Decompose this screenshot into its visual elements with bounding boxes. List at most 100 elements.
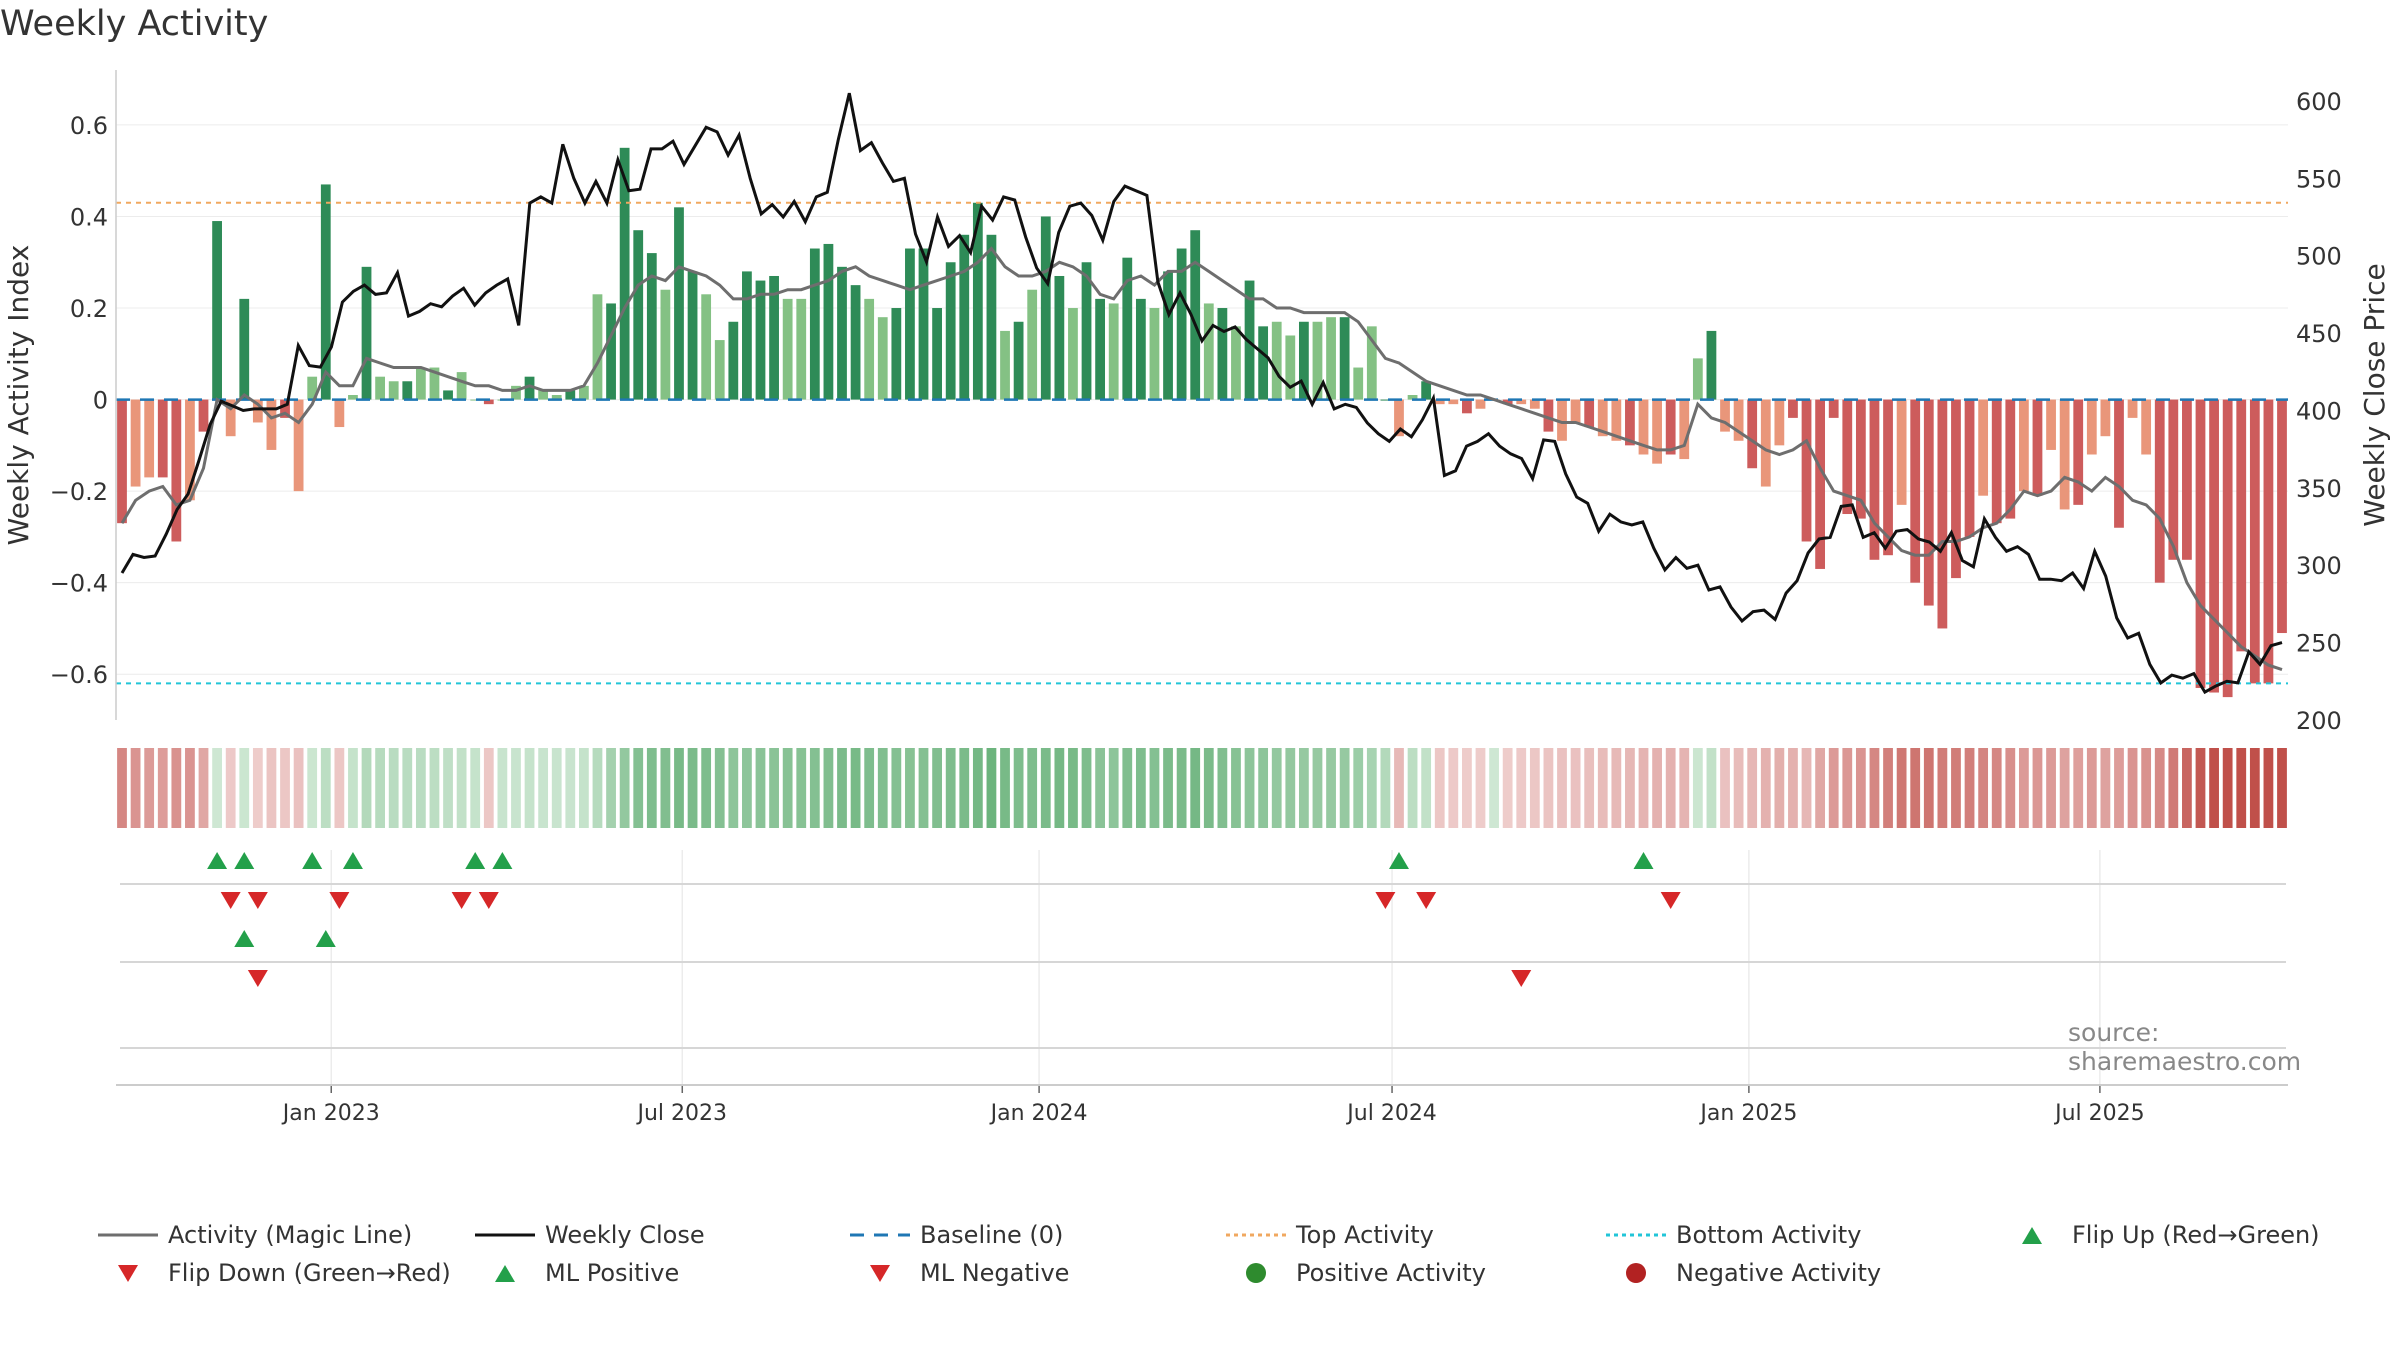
activity-bar — [1462, 399, 1472, 414]
strip-cell — [185, 748, 195, 828]
activity-bar — [1421, 381, 1432, 400]
activity-bar — [728, 321, 739, 400]
legend-item: Weekly Close — [475, 1220, 705, 1250]
activity-bar — [2222, 399, 2233, 698]
legend-swatch — [2022, 1227, 2042, 1244]
y2-tick-label: 450 — [2296, 320, 2342, 348]
activity-bar — [1910, 399, 1921, 583]
strip-cell — [1896, 748, 1907, 828]
activity-bar — [959, 234, 970, 400]
activity-bar — [1122, 257, 1133, 400]
y-tick-label: 0.2 — [70, 295, 108, 323]
y-tick-label: 0 — [93, 387, 108, 415]
activity-bar — [1407, 395, 1418, 400]
strip-cell — [1774, 748, 1785, 828]
strip-cell — [1027, 748, 1038, 828]
legend-label: Positive Activity — [1296, 1259, 1486, 1287]
activity-bar — [1733, 399, 1744, 441]
activity-bar — [1951, 399, 1961, 579]
activity-bar — [986, 234, 997, 400]
activity-bar — [2182, 399, 2192, 560]
strip-cell — [1883, 748, 1893, 828]
activity-bar — [864, 298, 875, 400]
strip-cell — [1502, 748, 1513, 828]
activity-bar — [660, 289, 671, 400]
strip-cell — [1733, 748, 1744, 828]
activity-bar — [701, 294, 712, 400]
strip-cell — [1597, 748, 1608, 828]
flip-up-marker — [234, 852, 255, 869]
strip-cell — [2127, 748, 2138, 828]
strip-cell — [1203, 748, 1214, 828]
activity-bar — [891, 308, 902, 400]
strip-cell — [1380, 748, 1391, 828]
legend-item: Bottom Activity — [1606, 1220, 1861, 1250]
activity-bar — [524, 376, 535, 400]
strip-cell — [796, 748, 807, 828]
strip-cell — [1231, 748, 1241, 828]
y2-tick-label: 400 — [2296, 397, 2342, 425]
activity-bar — [1801, 399, 1812, 542]
sentiment-strip — [117, 748, 2287, 828]
activity-bar — [945, 262, 956, 400]
activity-bar — [1991, 399, 2002, 524]
activity-bar — [2195, 399, 2206, 688]
strip-cell — [551, 748, 562, 828]
activity-bar — [402, 381, 413, 400]
activity-bar — [1652, 399, 1662, 464]
flip-down-marker — [1375, 892, 1396, 909]
activity-bar — [348, 395, 358, 400]
strip-cell — [307, 748, 318, 828]
y2-tick-label: 600 — [2296, 88, 2342, 116]
activity-bar — [1448, 399, 1459, 405]
strip-cell — [1244, 748, 1255, 828]
strip-cell — [266, 748, 277, 828]
strip-cell — [1529, 748, 1540, 828]
activity-bar — [1434, 399, 1445, 405]
activity-bar — [782, 298, 793, 400]
legend-swatch — [1606, 1233, 1666, 1237]
activity-bar — [1149, 308, 1160, 400]
strip-cell — [1869, 748, 1880, 828]
activity-bar — [171, 399, 182, 542]
activity-bar — [157, 399, 168, 478]
strip-cell — [2100, 748, 2111, 828]
strip-cell — [334, 748, 345, 828]
activity-bar — [2141, 399, 2152, 455]
y-tick-label: −0.2 — [50, 478, 108, 506]
strip-cell — [1910, 748, 1921, 828]
activity-bar — [2277, 399, 2287, 634]
y2-tick-label: 550 — [2296, 165, 2342, 193]
flip-down-marker — [451, 892, 472, 909]
activity-bar — [266, 399, 277, 450]
strip-cell — [660, 748, 671, 828]
flip-up-marker — [342, 852, 363, 869]
legend-item: Negative Activity — [1606, 1258, 1881, 1288]
activity-bar — [1339, 317, 1350, 400]
strip-cell — [117, 748, 127, 828]
activity-bar — [1679, 399, 1690, 460]
activity-bar — [1380, 399, 1391, 401]
activity-bar — [551, 395, 562, 400]
strip-cell — [361, 748, 372, 828]
strip-cell — [2018, 748, 2029, 828]
strip-cell — [1665, 748, 1676, 828]
strip-cell — [674, 748, 684, 828]
activity-bar — [1692, 358, 1703, 400]
strip-cell — [1692, 748, 1703, 828]
activity-bar — [1040, 216, 1051, 400]
activity-bar — [1638, 399, 1649, 455]
activity-bar — [1353, 367, 1364, 400]
strip-cell — [578, 748, 589, 828]
legend-label: Flip Up (Red→Green) — [2072, 1221, 2320, 1249]
activity-bar — [470, 399, 481, 401]
strip-cell — [1964, 748, 1975, 828]
strip-cell — [1489, 748, 1499, 828]
activity-bar — [280, 399, 290, 418]
strip-cell — [1462, 748, 1472, 828]
strip-cell — [905, 748, 915, 828]
activity-bar — [633, 230, 644, 400]
strip-cell — [1638, 748, 1649, 828]
strip-cell — [837, 748, 847, 828]
strip-cell — [1108, 748, 1119, 828]
